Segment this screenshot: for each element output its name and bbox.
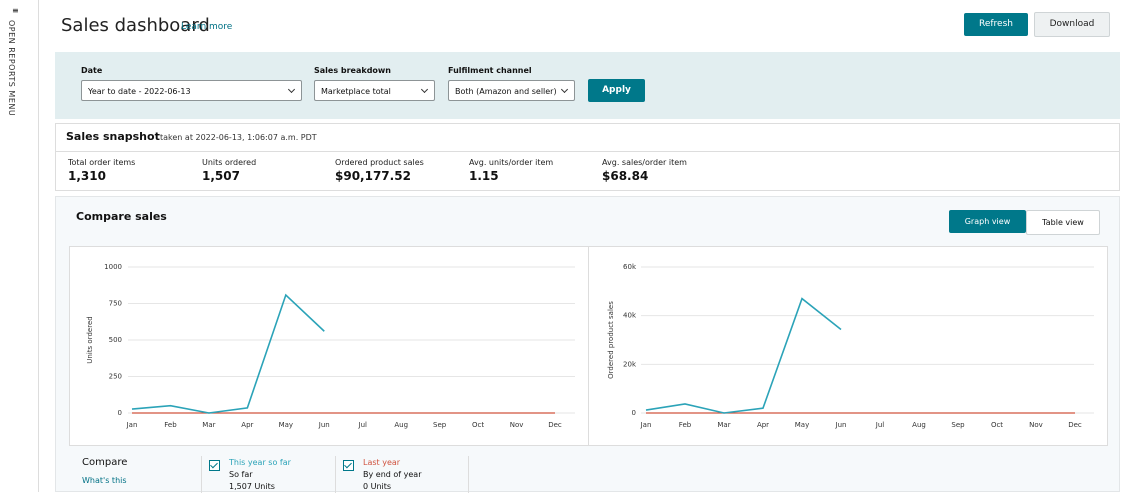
legend-sub: By end of year	[363, 470, 422, 479]
page-title: Sales dashboard	[61, 15, 210, 36]
download-button[interactable]: Download	[1034, 12, 1110, 37]
x-tick-label: Dec	[548, 421, 562, 429]
line-series	[645, 297, 842, 414]
date-label: Date	[81, 66, 103, 75]
learn-more-link[interactable]: Learn more	[181, 22, 233, 32]
x-tick-label: Sep	[951, 421, 965, 429]
metric-value: 1,310	[68, 169, 106, 183]
legend-name: Last year	[363, 458, 401, 467]
chart: 0 250 500 750 1000 Units ordered Jan Feb Mar Apr M…	[86, 263, 575, 429]
sales-snapshot: Sales snapshot taken at 2022-06-13, 1:06…	[55, 123, 1120, 191]
metric-label: Avg. sales/order item	[602, 158, 687, 167]
y-axis-label: Units ordered	[86, 316, 94, 363]
legend-total: 0 Units	[363, 482, 392, 491]
breakdown-select[interactable]: Marketplace total	[314, 80, 435, 101]
x-tick-label: Nov	[510, 421, 524, 429]
x-tick-label: May	[279, 421, 293, 429]
menu-icon[interactable]: ≡	[12, 6, 19, 15]
date-select[interactable]: Year to date - 2022-06-13	[81, 80, 302, 101]
refresh-button[interactable]: Refresh	[964, 13, 1028, 36]
compare-title: Compare sales	[76, 210, 167, 223]
x-tick-label: Jun	[318, 421, 330, 429]
x-tick-label: Jan	[640, 421, 652, 429]
metric-label: Total order items	[68, 158, 136, 167]
y-tick-label: 0	[118, 409, 122, 417]
metric-label: Avg. units/order item	[469, 158, 554, 167]
y-tick-label: 250	[109, 373, 122, 381]
y-tick-label: 750	[109, 300, 122, 308]
legend-checkbox[interactable]	[209, 460, 220, 471]
x-tick-label: Dec	[1068, 421, 1082, 429]
x-tick-label: Apr	[241, 421, 253, 429]
legend-title: Compare	[82, 457, 128, 468]
y-tick-label: 500	[109, 336, 122, 344]
x-tick-label: Nov	[1029, 421, 1043, 429]
x-tick-label: Feb	[164, 421, 177, 429]
chart-panel: 0 250 500 750 1000 Units ordered Jan Feb Mar Apr M…	[69, 246, 589, 446]
fulfilment-label: Fulfilment channel	[448, 66, 532, 75]
y-tick-label: 20k	[623, 360, 637, 368]
metric-value: $90,177.52	[335, 169, 411, 183]
x-tick-label: Aug	[912, 421, 926, 429]
apply-button[interactable]: Apply	[588, 79, 645, 102]
snapshot-time: taken at 2022-06-13, 1:06:07 a.m. PDT	[160, 133, 317, 142]
x-tick-label: Jan	[126, 421, 138, 429]
graph-view-tab[interactable]: Graph view	[949, 210, 1026, 233]
x-tick-label: Jul	[358, 421, 368, 429]
breakdown-label: Sales breakdown	[314, 66, 391, 75]
x-tick-label: Sep	[433, 421, 447, 429]
table-view-tab[interactable]: Table view	[1026, 210, 1100, 235]
chart: 0 20k 40k 60k Ordered product sales Jan Feb Mar…	[607, 263, 1094, 429]
snapshot-title: Sales snapshot	[66, 130, 160, 143]
divider	[468, 456, 469, 493]
whats-this-link[interactable]: What's this	[82, 476, 127, 485]
y-tick-label: 60k	[623, 263, 637, 271]
x-tick-label: Apr	[757, 421, 769, 429]
x-tick-label: Jun	[835, 421, 847, 429]
y-tick-label: 40k	[623, 312, 637, 320]
x-tick-label: Feb	[679, 421, 692, 429]
x-tick-label: Oct	[472, 421, 484, 429]
metric-value: 1,507	[202, 169, 240, 183]
metric-label: Units ordered	[202, 158, 257, 167]
sidebar: ≡ OPEN REPORTS MENU	[0, 0, 39, 492]
filter-panel: Date Year to date - 2022-06-13 Sales bre…	[55, 52, 1120, 119]
legend-name: This year so far	[229, 458, 291, 467]
legend-checkbox[interactable]	[343, 460, 354, 471]
line-series	[131, 293, 325, 414]
metric-value: $68.84	[602, 169, 649, 183]
divider	[335, 456, 336, 493]
y-axis-label: Ordered product sales	[607, 301, 615, 379]
menu-label[interactable]: OPEN REPORTS MENU	[7, 20, 16, 117]
divider	[56, 151, 1119, 152]
y-tick-label: 1000	[104, 263, 122, 271]
x-tick-label: Mar	[717, 421, 730, 429]
legend-sub: So far	[229, 470, 253, 479]
fulfilment-select[interactable]: Both (Amazon and seller)	[448, 80, 575, 101]
x-tick-label: Jul	[875, 421, 885, 429]
x-tick-label: Aug	[394, 421, 408, 429]
x-tick-label: Mar	[202, 421, 215, 429]
divider	[201, 456, 202, 493]
x-tick-label: May	[795, 421, 809, 429]
chart-panel: 0 20k 40k 60k Ordered product sales Jan Feb Mar…	[588, 246, 1108, 446]
y-tick-label: 0	[632, 409, 636, 417]
x-tick-label: Oct	[991, 421, 1003, 429]
legend-total: 1,507 Units	[229, 482, 275, 491]
metric-label: Ordered product sales	[335, 158, 424, 167]
metric-value: 1.15	[469, 169, 499, 183]
